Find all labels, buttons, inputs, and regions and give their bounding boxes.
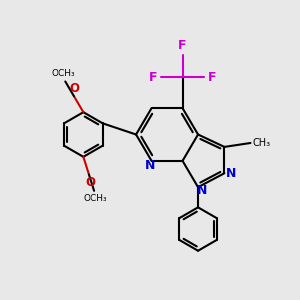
Text: N: N [197,184,207,197]
Text: OCH₃: OCH₃ [52,69,76,78]
Text: N: N [145,159,155,172]
Text: F: F [148,71,157,84]
Text: CH₃: CH₃ [253,138,271,148]
Text: OCH₃: OCH₃ [84,194,107,203]
Text: N: N [226,167,237,180]
Text: F: F [178,39,187,52]
Text: O: O [85,176,95,189]
Text: O: O [69,82,79,94]
Text: F: F [208,71,217,84]
